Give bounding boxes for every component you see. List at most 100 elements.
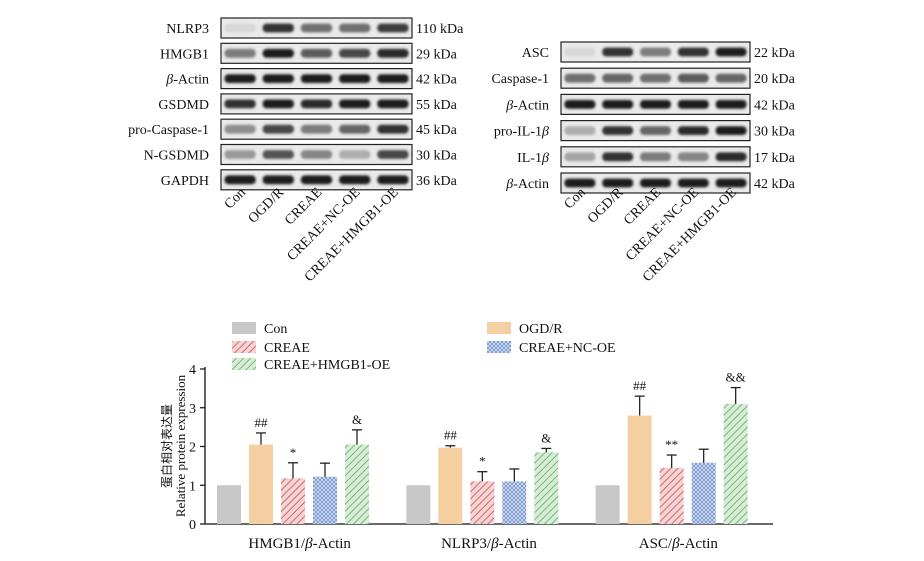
right-blot-band: [564, 47, 596, 57]
bar-creae-nc-oe: [313, 476, 337, 524]
right-blot-band: [677, 126, 709, 135]
bar-creae: [470, 481, 495, 524]
significance-mark: **: [665, 437, 678, 452]
right-kda-label: 22 kDa: [754, 46, 796, 61]
left-protein-label: N-GSDMD: [144, 149, 209, 164]
left-blot-band: [262, 23, 294, 33]
right-blot-band: [602, 100, 634, 109]
legend-item: CREAE: [232, 341, 310, 356]
right-kda-label: 17 kDa: [754, 151, 796, 166]
legend-label: CREAE+NC-OE: [519, 341, 616, 356]
left-blot-band: [377, 74, 409, 83]
left-blot-band: [339, 124, 371, 134]
x-category-label: ASC/β-Actin: [639, 536, 719, 552]
x-category-label: HMGB1/β-Actin: [248, 536, 351, 552]
y-tick-label: 0: [189, 518, 196, 533]
bar-creae: [281, 478, 305, 524]
left-blot-band: [377, 175, 409, 185]
left-protein-label: GAPDH: [161, 174, 209, 189]
bar-creae-hmgb1-oe: [345, 444, 369, 524]
left-blot-band: [224, 124, 256, 134]
right-blot-band: [602, 47, 634, 57]
legend-swatch: [232, 341, 256, 353]
left-blot-band: [224, 175, 256, 185]
right-protein-label: β-Actin: [505, 177, 549, 192]
legend-item: CREAE+NC-OE: [487, 341, 616, 356]
right-blot-band: [640, 100, 671, 109]
left-protein-label: NLRP3: [166, 22, 209, 37]
right-blot-band: [564, 100, 596, 109]
left-blot-row: NLRP3 110 kDa: [166, 17, 464, 39]
bar-ogd-r: [249, 444, 273, 524]
right-blot-band: [715, 47, 747, 57]
legend-item: CREAE+HMGB1-OE: [232, 358, 390, 373]
left-blot-band: [262, 99, 294, 109]
left-kda-label: 55 kDa: [416, 98, 458, 113]
right-blot-band: [564, 178, 596, 188]
right-protein-label: ASC: [522, 46, 549, 61]
right-protein-label: pro-IL-1β: [494, 125, 549, 140]
left-kda-label: 110 kDa: [416, 22, 464, 37]
left-blot-band: [224, 23, 256, 33]
significance-mark: ##: [255, 415, 269, 430]
right-blot-band: [715, 126, 747, 135]
y-tick-label: 4: [189, 363, 196, 378]
left-blot-band: [339, 150, 371, 159]
legend-swatch: [487, 341, 511, 353]
right-blot-row: β-Actin 42 kDa: [505, 172, 796, 194]
bar-creae: [659, 467, 684, 524]
left-blot-band: [300, 23, 333, 33]
left-kda-label: 45 kDa: [416, 123, 458, 138]
right-blot-band: [640, 47, 671, 57]
legend-swatch: [232, 358, 256, 370]
significance-mark: &: [541, 430, 551, 445]
left-lane-label: OGD/R: [246, 185, 288, 227]
left-blot-row: pro-Caspase-1 45 kDa: [128, 118, 458, 140]
left-blot-band: [262, 175, 294, 185]
chart-legend: Con OGD/R CREAE CREAE+NC-OE CREAE+HMGB1-OE: [232, 322, 616, 373]
right-blot-band: [602, 73, 634, 83]
right-blot-band: [640, 152, 671, 162]
legend-swatch: [232, 322, 256, 334]
left-blot-band: [224, 48, 256, 58]
left-blot-band: [300, 99, 333, 109]
left-kda-label: 42 kDa: [416, 73, 458, 88]
right-blot-row: ASC 22 kDa: [522, 41, 796, 63]
left-blot-row: N-GSDMD 30 kDa: [144, 143, 458, 166]
right-blot-band: [677, 152, 709, 162]
right-blot-band: [602, 152, 634, 162]
significance-mark: ##: [633, 378, 647, 393]
right-blot-band: [564, 73, 596, 83]
right-protein-label: Caspase-1: [491, 72, 549, 87]
bar-creae-hmgb1-oe: [534, 452, 559, 524]
bar-ogd-r: [438, 447, 463, 524]
left-blot-band: [262, 48, 294, 58]
left-blot-band: [377, 124, 409, 134]
legend-label: OGD/R: [519, 322, 563, 337]
left-blot-band: [339, 99, 371, 109]
right-blot-band: [602, 126, 634, 135]
left-blot-band: [300, 74, 333, 83]
right-blot-band: [640, 73, 671, 83]
left-blot-band: [262, 150, 294, 159]
right-blot-band: [677, 47, 709, 57]
legend-label: Con: [264, 322, 287, 337]
left-blot-row: β-Actin 42 kDa: [165, 67, 458, 90]
right-kda-label: 42 kDa: [754, 98, 796, 113]
western-blot-left-panel: NLRP3 110 kDa HMGB1 29 kDa β-Actin 42 kDa GSDM…: [128, 17, 464, 285]
significance-mark: &: [352, 412, 362, 427]
y-axis-label-cn: 蛋白相对表达量: [159, 404, 174, 488]
significance-mark: ##: [444, 428, 458, 443]
left-blot-band: [224, 74, 256, 83]
bar-creae-hmgb1-oe: [723, 403, 748, 524]
right-blot-band: [715, 178, 747, 188]
right-blot-row: β-Actin 42 kDa: [505, 93, 796, 116]
bar-con: [595, 485, 620, 524]
bar-creae-nc-oe: [502, 481, 527, 524]
left-blot-band: [377, 23, 409, 33]
right-blot-band: [677, 178, 709, 188]
y-tick-label: 1: [189, 479, 196, 494]
right-blot-row: pro-IL-1β 30 kDa: [494, 119, 796, 142]
left-blot-band: [300, 48, 333, 58]
